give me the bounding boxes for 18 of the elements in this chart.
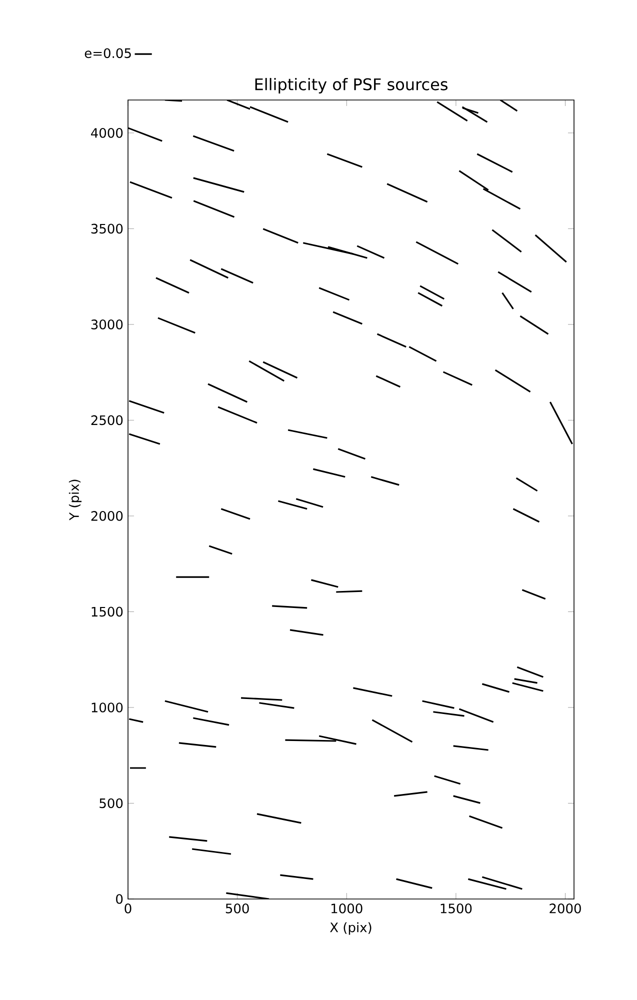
y-tick-label: 3000 (91, 320, 123, 330)
y-tick-label: 500 (100, 798, 123, 808)
y-axis-title: Y (pix) (68, 480, 82, 520)
y-tick-label: 0 (116, 894, 123, 904)
y-tick-label: 2500 (91, 415, 123, 426)
y-tick-label: 1500 (92, 606, 123, 617)
x-tick-label: 0 (124, 904, 132, 914)
x-tick-label: 1500 (440, 904, 472, 914)
y-tick-label: 1000 (92, 702, 123, 712)
x-axis-title: X (pix) (330, 922, 372, 935)
chart-title: Ellipticity of PSF sources (255, 78, 448, 94)
x-tick-label: 1000 (332, 904, 362, 914)
y-tick-label: 2000 (91, 511, 123, 521)
x-tick-label: 2000 (550, 904, 581, 914)
legend-label: e=0.05 (84, 48, 131, 58)
y-tick-label: 4000 (91, 128, 123, 138)
x-tick-label: 500 (226, 904, 249, 914)
y-tick-label: 3500 (91, 224, 123, 234)
